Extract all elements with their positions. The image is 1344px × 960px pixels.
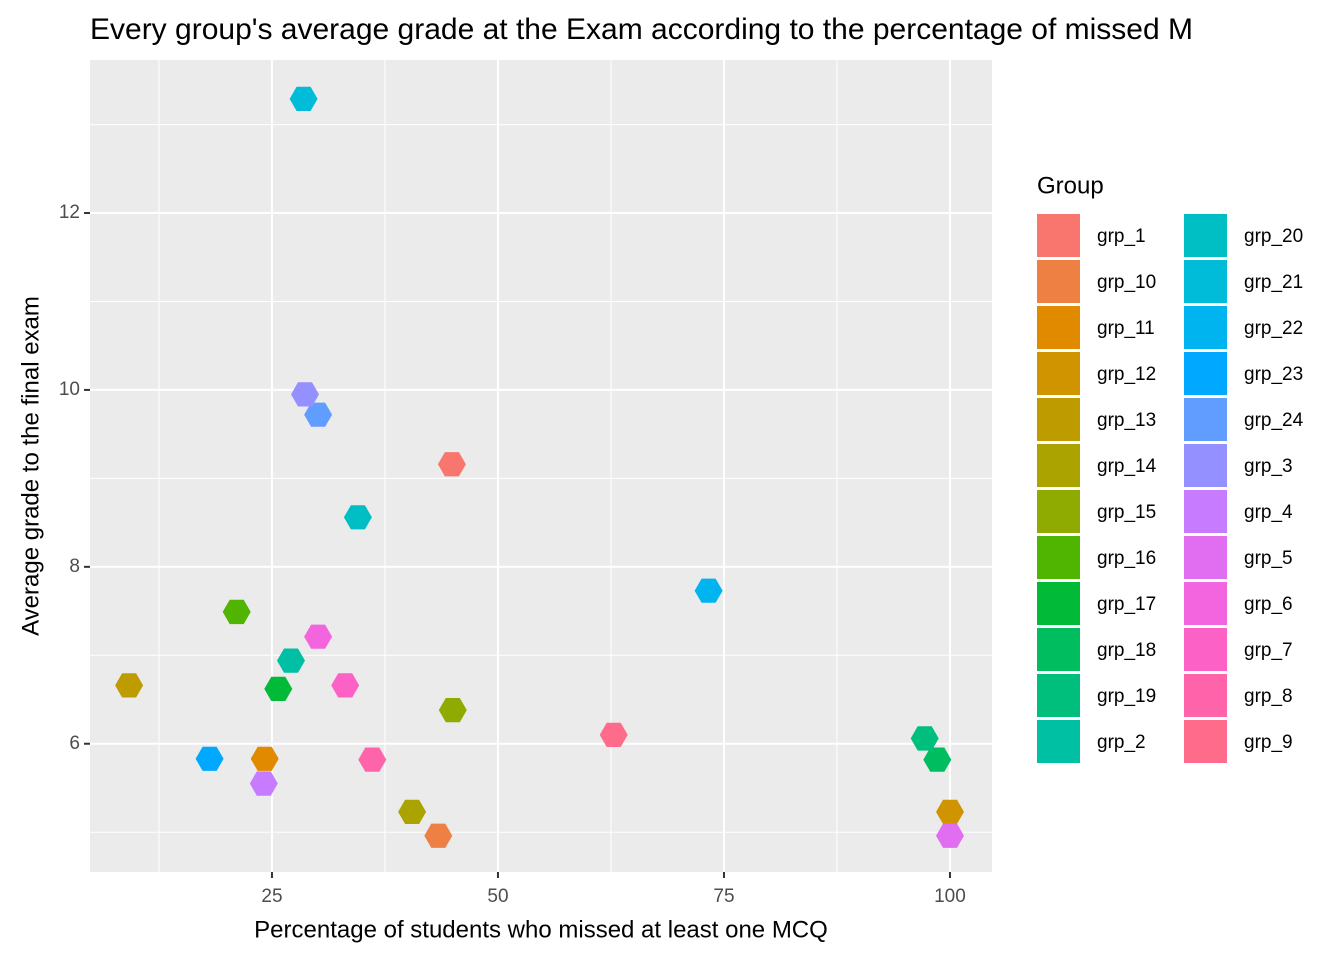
point [222, 599, 251, 625]
point [304, 402, 333, 427]
legend-key [1184, 306, 1227, 349]
legend-label: grp_14 [1097, 456, 1157, 477]
y-tick-label: 10 [59, 379, 80, 400]
legend-key [1037, 628, 1080, 671]
legend-label: grp_20 [1244, 226, 1303, 247]
legend-label: grp_24 [1244, 410, 1304, 431]
x-tick-label: 100 [934, 886, 966, 907]
legend-label: grp_5 [1244, 548, 1293, 569]
point [910, 726, 939, 751]
legend-key [1037, 490, 1080, 533]
point [424, 823, 453, 848]
legend-label: grp_16 [1097, 548, 1156, 569]
legend-key [1037, 674, 1080, 717]
legend-key [1184, 490, 1227, 533]
legend-label: grp_17 [1097, 594, 1156, 615]
point [289, 86, 318, 111]
point [936, 823, 964, 848]
legend-label: grp_9 [1244, 732, 1293, 753]
legend-key [1184, 628, 1227, 671]
legend-key [1037, 306, 1080, 349]
legend-key [1037, 352, 1080, 395]
legend-key [1184, 582, 1227, 625]
point [438, 698, 467, 723]
point [277, 648, 305, 673]
legend-label: grp_6 [1244, 594, 1293, 615]
legend-label: grp_11 [1097, 318, 1155, 339]
legend-label: grp_23 [1244, 364, 1303, 385]
y-axis-title: Average grade to the final exam [17, 296, 44, 636]
legend-key [1184, 444, 1227, 487]
legend-key [1037, 582, 1080, 625]
legend-label: grp_8 [1244, 686, 1293, 707]
legend-title: Group [1037, 172, 1104, 199]
legend-key [1184, 674, 1227, 717]
legend-label: grp_3 [1244, 456, 1293, 477]
point [694, 578, 723, 603]
x-tick-label: 75 [713, 886, 734, 907]
point [437, 452, 466, 477]
legend-key [1037, 444, 1080, 487]
point [923, 747, 952, 772]
legend-label: grp_21 [1244, 272, 1303, 293]
legend-key [1037, 260, 1080, 303]
point [331, 673, 360, 698]
legend-key [1184, 398, 1227, 441]
legend-key [1184, 214, 1227, 257]
legend-key [1184, 260, 1227, 303]
legend-key [1037, 398, 1080, 441]
point [115, 673, 144, 698]
point [291, 382, 319, 407]
y-tick-label: 8 [69, 556, 80, 577]
legend-key [1184, 352, 1227, 395]
legend-label: grp_2 [1097, 732, 1146, 753]
legend-label: grp_12 [1097, 364, 1156, 385]
point [358, 747, 387, 772]
legend-key [1037, 536, 1080, 579]
x-tick-label: 25 [261, 886, 282, 907]
x-tick-label: 50 [487, 886, 508, 907]
legend-key [1184, 536, 1227, 579]
point [304, 624, 333, 649]
point [250, 746, 279, 771]
point [195, 746, 224, 771]
legend-label: grp_18 [1097, 640, 1156, 661]
point [343, 505, 372, 530]
legend-label: grp_10 [1097, 272, 1156, 293]
point [249, 771, 278, 796]
legend-label: grp_22 [1244, 318, 1303, 339]
chart-title: Every group's average grade at the Exam … [90, 13, 1193, 46]
point [599, 722, 628, 747]
plot-panel [90, 60, 992, 872]
point [936, 799, 964, 824]
legend-label: grp_15 [1097, 502, 1156, 523]
point [264, 676, 293, 701]
legend-label: grp_7 [1244, 640, 1293, 661]
legend-label: grp_1 [1097, 226, 1146, 247]
legend-key [1037, 214, 1080, 257]
legend-label: grp_19 [1097, 686, 1156, 707]
x-axis-title: Percentage of students who missed at lea… [254, 916, 828, 943]
y-tick-label: 12 [59, 202, 80, 223]
legend-key [1037, 720, 1080, 763]
y-tick-label: 6 [69, 733, 80, 754]
point [398, 799, 427, 824]
legend-label: grp_13 [1097, 410, 1156, 431]
legend-key [1184, 720, 1227, 763]
legend-label: grp_4 [1244, 502, 1293, 523]
